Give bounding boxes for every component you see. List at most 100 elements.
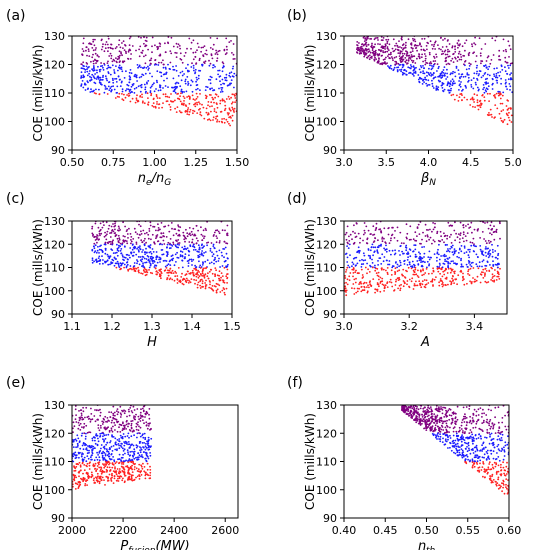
scatter-point <box>116 61 118 64</box>
scatter-point <box>75 465 78 468</box>
scatter-point <box>102 259 104 261</box>
scatter-point <box>88 449 90 452</box>
scatter-point <box>101 38 103 41</box>
scatter-point <box>183 91 186 93</box>
scatter-point <box>483 275 486 277</box>
scatter-point <box>346 266 349 269</box>
scatter-point <box>107 263 110 266</box>
scatter-point <box>210 110 212 113</box>
scatter-point <box>123 77 126 79</box>
scatter-point <box>496 438 499 441</box>
scatter-point <box>219 279 222 282</box>
scatter-point <box>421 265 424 268</box>
scatter-point <box>160 61 163 64</box>
scatter-point <box>455 445 458 448</box>
scatter-point <box>136 470 139 472</box>
scatter-point <box>129 91 132 94</box>
scatter-point <box>158 275 161 278</box>
scatter-point <box>139 420 142 422</box>
scatter-point <box>431 44 433 46</box>
scatter-point <box>439 272 441 275</box>
scatter-point <box>128 254 130 257</box>
y-axis-label: COE (mills/kWh) <box>31 219 45 316</box>
scatter-point <box>105 78 108 80</box>
scatter-point <box>147 233 150 236</box>
scatter-point <box>433 240 436 243</box>
scatter-point <box>189 272 192 275</box>
scatter-point <box>495 463 498 466</box>
scatter-point <box>212 43 215 46</box>
scatter-point <box>91 439 94 442</box>
scatter-point <box>421 274 424 277</box>
x-tick-label: 1.00 <box>142 156 167 169</box>
scatter-point <box>82 410 85 413</box>
scatter-point <box>130 424 133 427</box>
scatter-point <box>112 445 115 447</box>
scatter-point <box>139 451 142 454</box>
scatter-point <box>172 90 175 93</box>
scatter-point <box>81 444 84 447</box>
scatter-point <box>159 45 161 48</box>
scatter-point <box>125 70 127 73</box>
scatter-point <box>106 43 109 46</box>
scatter-point <box>196 103 199 106</box>
scatter-point <box>436 70 438 72</box>
scatter-point <box>463 252 466 255</box>
scatter-point <box>492 438 495 440</box>
scatter-point <box>450 59 452 62</box>
scatter-point <box>436 414 439 417</box>
scatter-point <box>378 54 380 57</box>
scatter-point <box>188 241 191 243</box>
scatter-point <box>349 272 352 274</box>
scatter-point <box>144 477 147 480</box>
scatter-point <box>104 47 107 50</box>
scatter-point <box>192 273 195 276</box>
scatter-point <box>493 67 496 70</box>
scatter-point <box>482 277 485 279</box>
scatter-point <box>139 84 142 87</box>
scatter-point <box>452 93 455 96</box>
scatter-point <box>510 114 513 117</box>
scatter-point <box>179 226 182 229</box>
scatter-point <box>378 278 380 281</box>
scatter-point <box>92 38 95 41</box>
scatter-point <box>485 270 488 272</box>
scatter-point <box>445 63 448 66</box>
scatter-point <box>432 239 435 242</box>
scatter-point <box>370 246 373 248</box>
scatter-point <box>127 453 130 456</box>
scatter-point <box>413 75 415 77</box>
scatter-point <box>419 242 421 245</box>
scatter-point <box>368 54 371 57</box>
scatter-point <box>170 222 173 224</box>
scatter-point <box>481 412 483 415</box>
scatter-point <box>371 47 374 50</box>
scatter-point <box>116 254 119 257</box>
scatter-point <box>345 281 347 284</box>
scatter-point <box>468 449 471 452</box>
scatter-point <box>476 64 478 67</box>
scatter-point <box>435 56 438 58</box>
scatter-point <box>142 436 145 439</box>
scatter-point <box>462 406 465 409</box>
scatter-point <box>127 84 130 87</box>
scatter-point <box>430 75 433 77</box>
scatter-point <box>497 429 500 432</box>
scatter-point <box>400 70 402 73</box>
scatter-point <box>357 246 360 249</box>
scatter-point <box>201 282 204 285</box>
scatter-point <box>172 65 174 68</box>
scatter-point <box>120 66 123 69</box>
scatter-point <box>506 61 509 64</box>
scatter-point <box>190 258 193 261</box>
scatter-point <box>225 287 228 290</box>
scatter-point <box>136 432 139 435</box>
scatter-point <box>104 460 107 463</box>
scatter-point <box>103 457 106 459</box>
scatter-point <box>92 233 94 236</box>
scatter-point <box>214 256 217 259</box>
scatter-point <box>116 237 119 240</box>
scatter-point <box>498 449 501 452</box>
scatter-point <box>157 271 159 274</box>
scatter-point <box>93 251 96 254</box>
